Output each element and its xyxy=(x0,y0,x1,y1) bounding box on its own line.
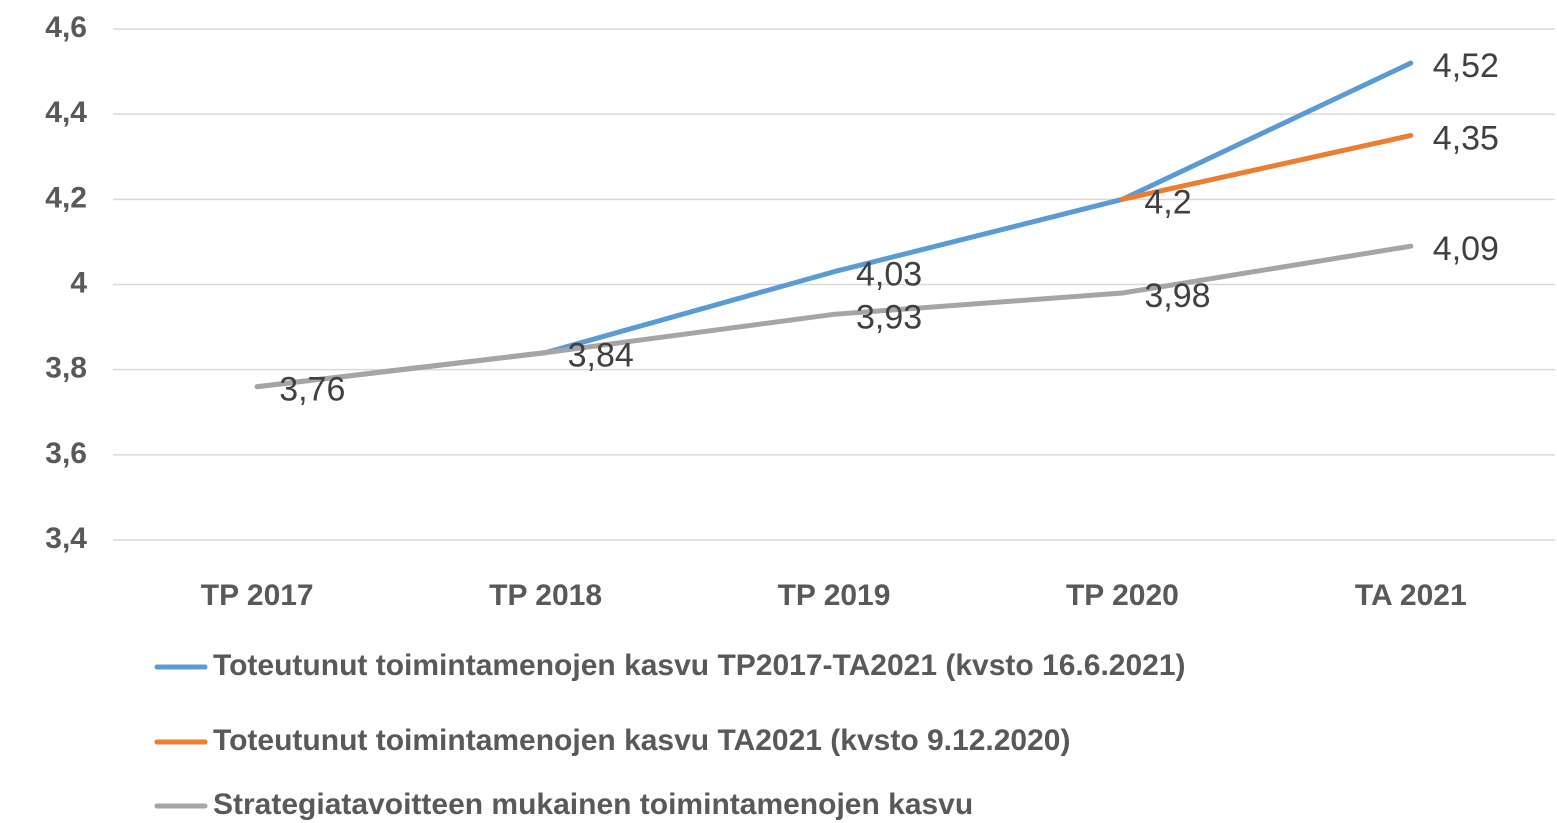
data-label: 4,03 xyxy=(856,256,922,294)
y-tick-label: 3,4 xyxy=(45,522,87,555)
data-label: 4,52 xyxy=(1433,47,1499,85)
y-tick-label: 3,6 xyxy=(45,437,87,470)
x-tick-label: TP 2018 xyxy=(489,579,602,612)
y-tick-label: 4 xyxy=(70,266,87,299)
y-tick-label: 4,4 xyxy=(45,96,87,129)
series-line xyxy=(254,60,1414,390)
x-tick-label: TP 2019 xyxy=(778,579,891,612)
legend-label: Toteutunut toimintamenojen kasvu TP2017-… xyxy=(213,649,1186,682)
x-tick-label: TA 2021 xyxy=(1355,579,1467,612)
data-label: 3,98 xyxy=(1144,277,1210,315)
y-tick-label: 3,8 xyxy=(45,352,87,385)
y-tick-label: 4,6 xyxy=(45,11,87,44)
legend-label: Strategiatavoitteen mukainen toimintamen… xyxy=(213,788,973,821)
data-label: 3,76 xyxy=(279,371,345,409)
data-label: 3,84 xyxy=(568,337,634,375)
data-label: 4,2 xyxy=(1144,183,1191,221)
data-label: 4,35 xyxy=(1433,119,1499,157)
x-tick-label: TP 2020 xyxy=(1066,579,1179,612)
y-tick-label: 4,2 xyxy=(45,181,87,214)
series-line xyxy=(1119,132,1414,202)
legend-label: Toteutunut toimintamenojen kasvu TA2021 … xyxy=(213,724,1070,757)
data-label: 3,93 xyxy=(856,298,922,336)
series-line xyxy=(254,243,1414,390)
data-label: 4,09 xyxy=(1433,230,1499,268)
x-tick-label: TP 2017 xyxy=(201,579,314,612)
